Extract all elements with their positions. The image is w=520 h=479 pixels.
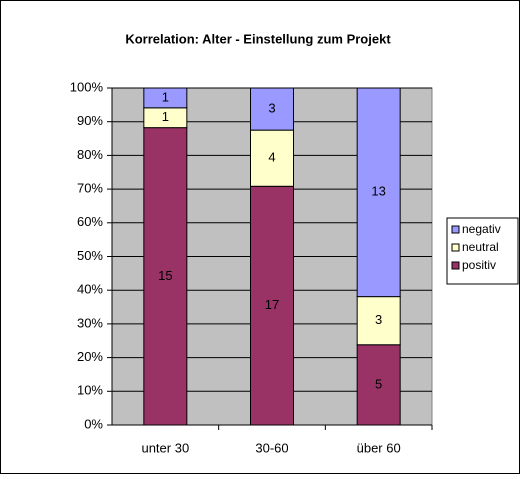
y-tick-label: 60% bbox=[77, 214, 103, 229]
bar-segment bbox=[356, 296, 401, 346]
legend-label: positiv bbox=[462, 258, 496, 272]
y-tick-label: 10% bbox=[77, 383, 103, 398]
legend-swatch bbox=[451, 243, 460, 252]
data-label: 3 bbox=[375, 312, 382, 327]
y-tick-label: 50% bbox=[77, 248, 103, 263]
data-label: 15 bbox=[158, 268, 172, 283]
bar-segment bbox=[356, 87, 401, 298]
bar-segment bbox=[356, 344, 401, 426]
bar-segment bbox=[143, 87, 188, 109]
bar-segment bbox=[250, 87, 294, 131]
x-tick-label: unter 30 bbox=[141, 440, 189, 455]
y-tick-label: 40% bbox=[77, 282, 103, 297]
legend-label: neutral bbox=[462, 240, 499, 254]
y-tick-label: 70% bbox=[77, 181, 103, 196]
y-tick-label: 90% bbox=[77, 113, 103, 128]
x-tick-label: 30-60 bbox=[255, 440, 288, 455]
y-tick-label: 0% bbox=[84, 416, 103, 431]
data-label: 13 bbox=[371, 184, 385, 199]
y-tick-label: 30% bbox=[77, 315, 103, 330]
legend-swatch bbox=[451, 261, 460, 270]
y-tick-label: 80% bbox=[77, 147, 103, 162]
y-tick-label: 20% bbox=[77, 349, 103, 364]
data-label: 17 bbox=[265, 297, 279, 312]
bar-segment bbox=[143, 127, 188, 426]
legend-label: negativ bbox=[462, 222, 501, 236]
data-label: 1 bbox=[162, 109, 169, 124]
data-label: 5 bbox=[375, 376, 382, 391]
chart-title: Korrelation: Alter - Einstellung zum Pro… bbox=[125, 31, 391, 46]
data-label: 4 bbox=[268, 150, 275, 165]
y-tick-label: 100% bbox=[70, 79, 104, 94]
data-label: 1 bbox=[162, 89, 169, 104]
data-label: 3 bbox=[268, 101, 275, 116]
legend-swatch bbox=[451, 225, 460, 234]
x-tick-label: über 60 bbox=[357, 440, 401, 455]
bar-segment bbox=[250, 185, 294, 426]
bar-segment bbox=[250, 129, 294, 187]
